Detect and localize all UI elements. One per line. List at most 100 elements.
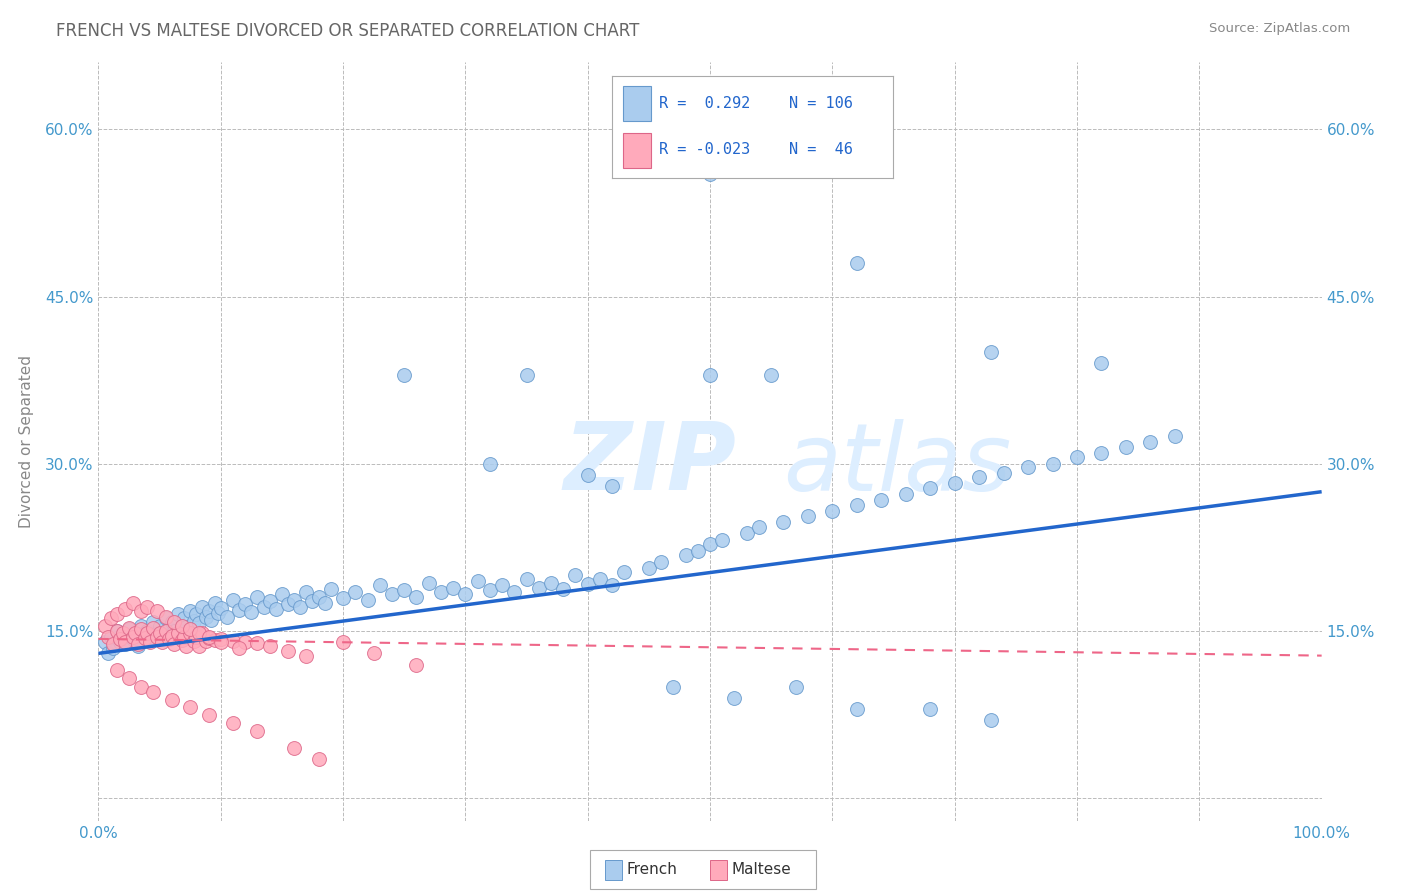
Point <box>277 644 299 658</box>
Point <box>845 702 868 716</box>
Point <box>163 637 186 651</box>
Point <box>540 576 562 591</box>
Point <box>259 639 281 653</box>
Point <box>600 479 623 493</box>
Point <box>735 526 758 541</box>
Point <box>1090 446 1112 460</box>
Point <box>209 632 232 646</box>
Point <box>139 633 162 648</box>
Text: Source: ZipAtlas.com: Source: ZipAtlas.com <box>1209 22 1350 36</box>
Point <box>167 607 190 622</box>
Point <box>209 600 232 615</box>
Point <box>179 626 201 640</box>
Point <box>252 599 274 614</box>
Point <box>157 622 180 636</box>
Point <box>564 568 586 582</box>
Point <box>97 630 120 644</box>
Point <box>155 624 177 639</box>
Point <box>699 537 721 551</box>
Point <box>183 634 205 648</box>
Point <box>183 614 205 628</box>
Point <box>246 724 269 739</box>
Point <box>748 520 770 534</box>
Point <box>179 604 201 618</box>
Point <box>222 592 245 607</box>
Point <box>101 637 124 651</box>
Point <box>187 616 209 631</box>
Point <box>699 167 721 181</box>
Point <box>146 626 169 640</box>
Point <box>142 621 165 635</box>
Text: Maltese: Maltese <box>731 863 790 877</box>
Point <box>441 581 464 595</box>
Point <box>515 572 537 586</box>
Text: French: French <box>627 863 678 877</box>
Point <box>118 671 141 685</box>
Point <box>600 578 623 592</box>
Point <box>179 699 201 714</box>
Point <box>197 631 219 645</box>
Point <box>308 752 330 766</box>
Point <box>392 582 416 597</box>
Point <box>993 466 1015 480</box>
Point <box>392 368 416 382</box>
Point <box>430 585 453 599</box>
Point <box>197 707 219 722</box>
Point <box>650 555 672 569</box>
Point <box>222 634 245 648</box>
Point <box>699 368 721 382</box>
Point <box>149 618 172 632</box>
Point <box>1090 356 1112 371</box>
Point <box>111 626 134 640</box>
Point <box>920 702 942 716</box>
Point <box>356 592 378 607</box>
Point <box>686 544 709 558</box>
Point <box>711 533 734 547</box>
Point <box>772 515 794 529</box>
Point <box>155 609 177 624</box>
Point <box>111 626 134 640</box>
Point <box>228 603 250 617</box>
Point <box>127 639 149 653</box>
Point <box>405 657 427 672</box>
Point <box>1115 440 1137 454</box>
Point <box>246 636 269 650</box>
Point <box>197 630 219 644</box>
Point <box>124 627 146 641</box>
Point <box>176 639 198 653</box>
Text: R = -0.023: R = -0.023 <box>659 142 751 157</box>
Point <box>167 626 190 640</box>
Point <box>723 691 745 706</box>
Point <box>134 630 156 644</box>
Point <box>160 615 183 630</box>
Point <box>114 635 136 649</box>
Point <box>146 604 169 618</box>
Point <box>157 632 180 646</box>
Point <box>222 715 245 730</box>
Point <box>264 602 287 616</box>
Point <box>121 632 143 646</box>
Point <box>363 646 385 660</box>
Point <box>124 626 146 640</box>
Point <box>136 626 159 640</box>
Point <box>187 639 209 653</box>
Point <box>173 630 195 644</box>
Text: N = 106: N = 106 <box>789 96 852 111</box>
Point <box>1164 429 1187 443</box>
Point <box>146 630 169 644</box>
Bar <box>623 87 651 121</box>
Point <box>139 635 162 649</box>
Point <box>553 582 575 596</box>
Point <box>127 637 149 651</box>
Point <box>136 599 159 614</box>
Point <box>295 648 318 663</box>
Point <box>121 596 143 610</box>
Point <box>283 741 305 756</box>
Point <box>155 611 177 625</box>
Point <box>381 587 404 601</box>
Point <box>163 615 186 630</box>
Point <box>454 587 477 601</box>
Text: N =  46: N = 46 <box>789 142 852 157</box>
Point <box>93 618 115 632</box>
Point <box>186 607 208 622</box>
